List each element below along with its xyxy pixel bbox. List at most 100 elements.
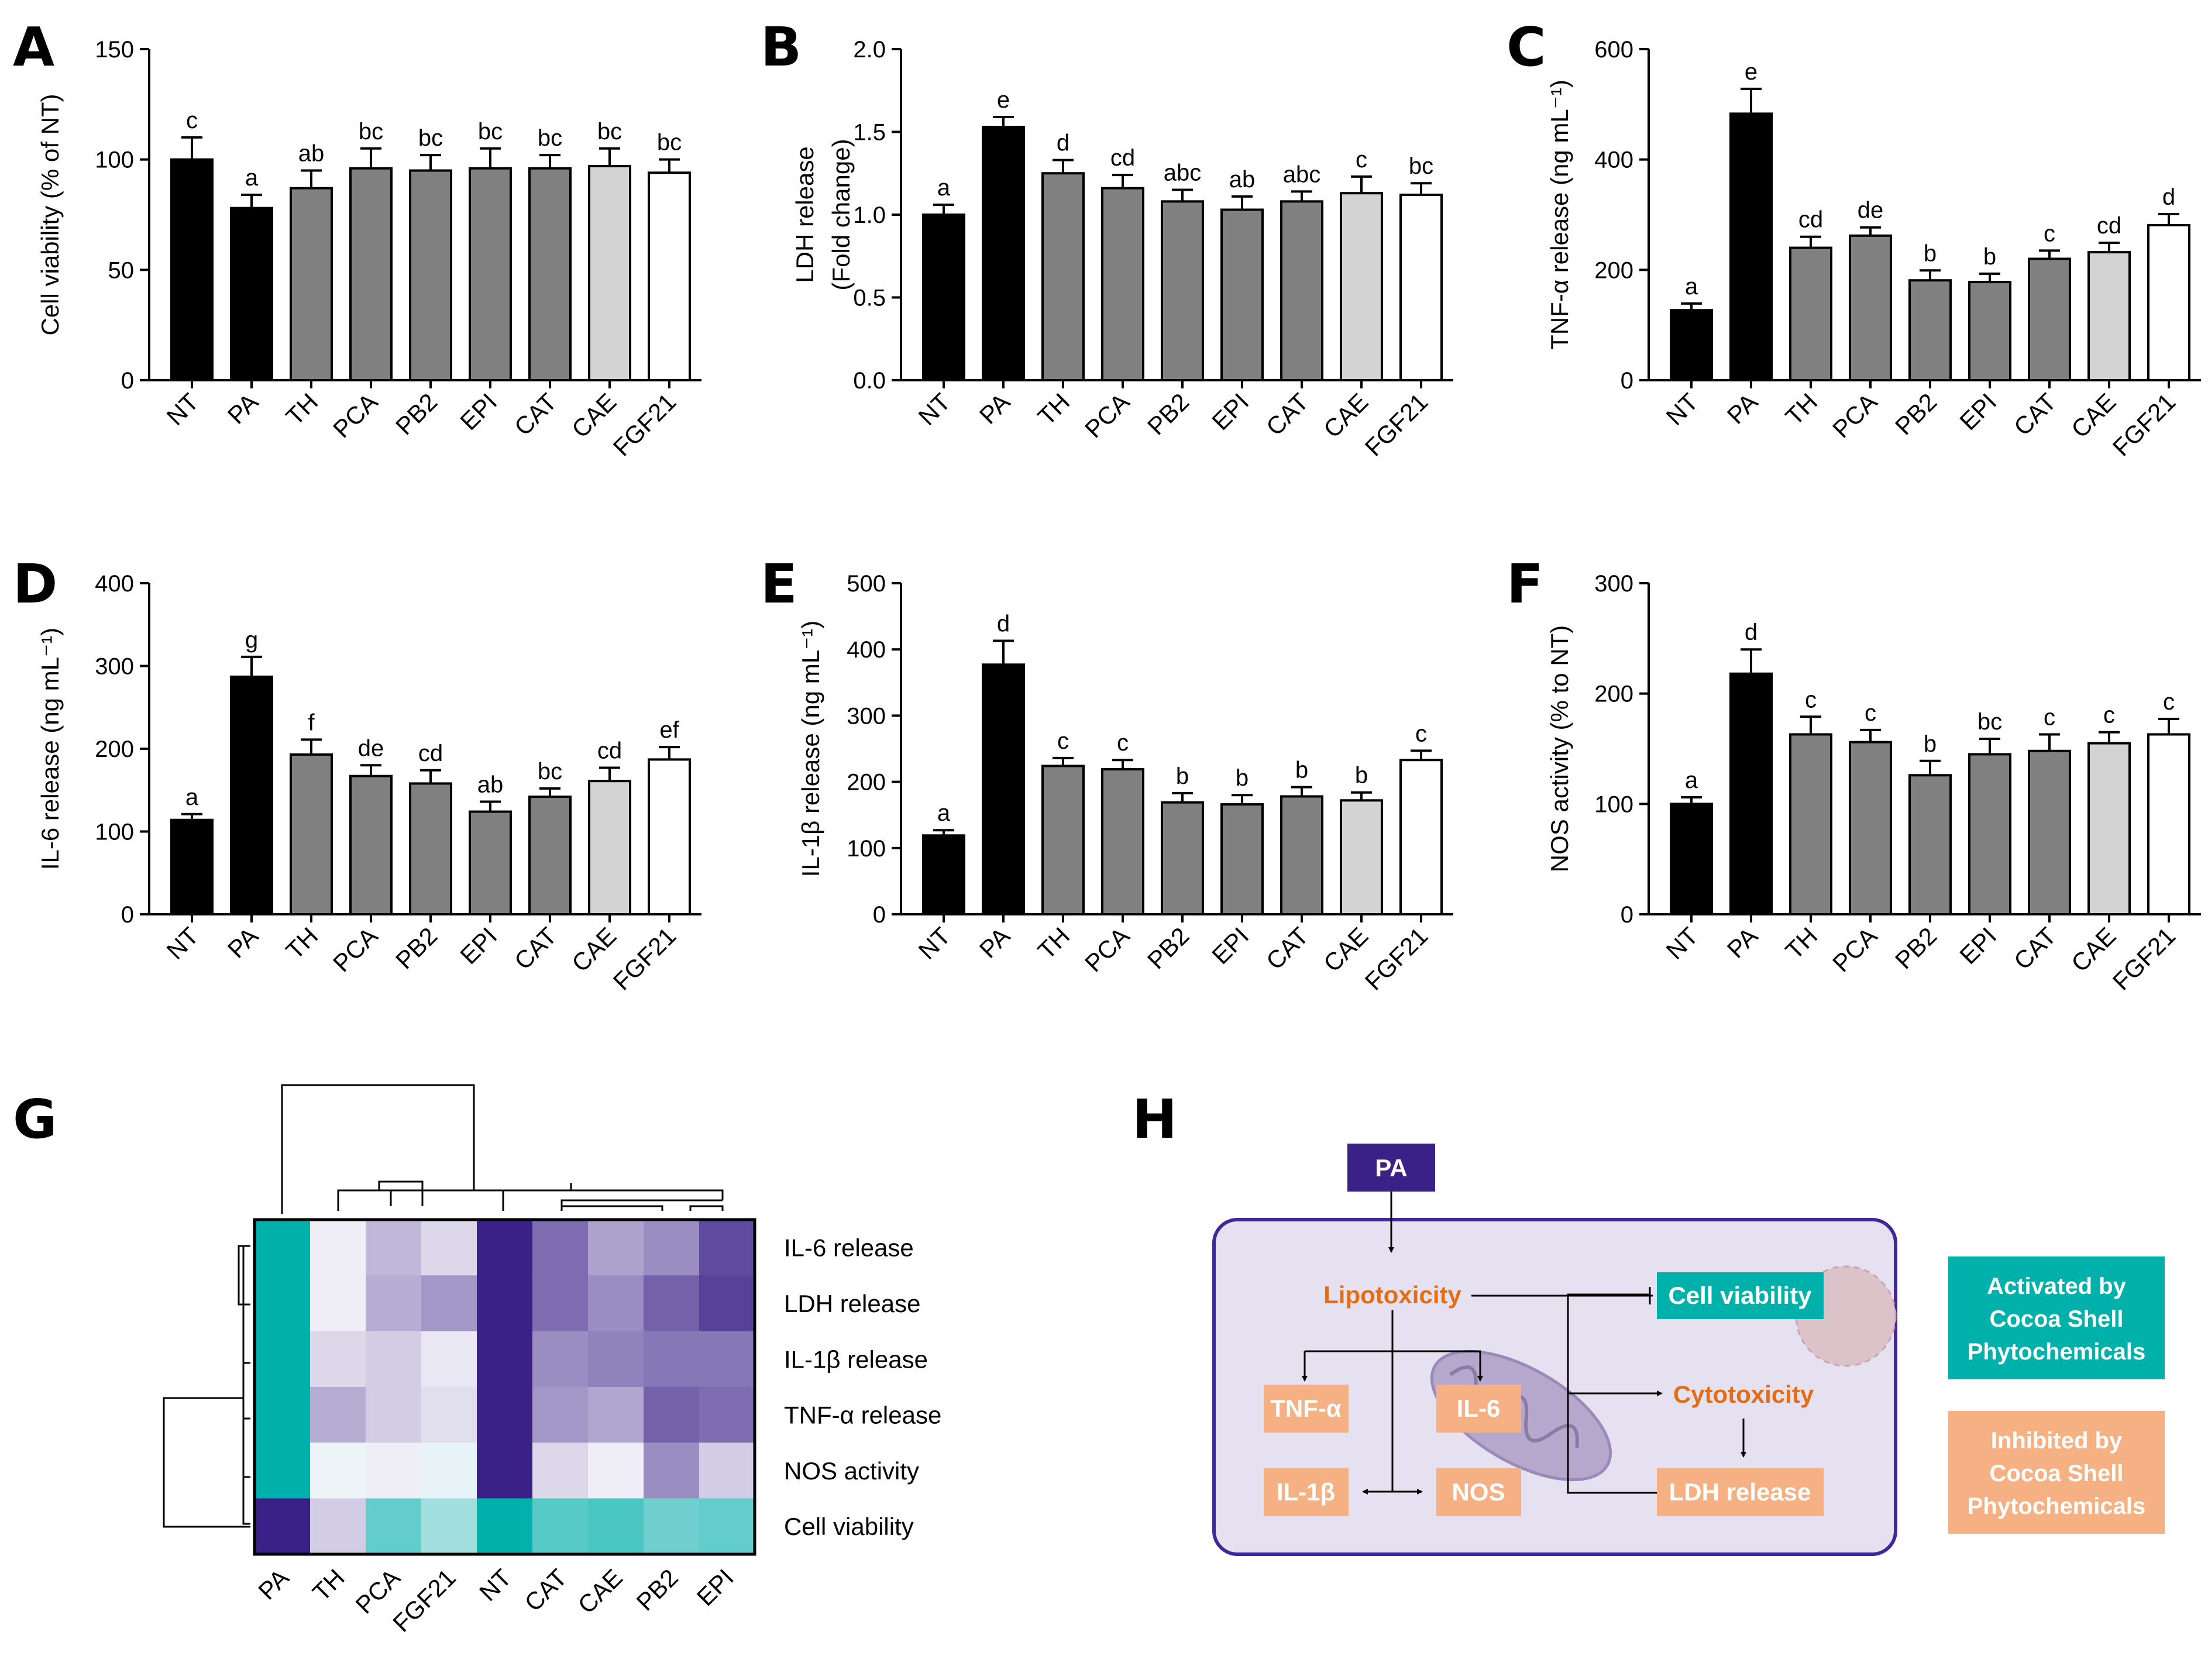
heatmap-row-label: Cell viability xyxy=(784,1513,914,1540)
heatmap-cell xyxy=(421,1386,477,1443)
y-tick-label: 200 xyxy=(1594,257,1633,283)
significance-letter: bc xyxy=(538,759,562,784)
heatmap-cell xyxy=(699,1386,755,1443)
heatmap-cell xyxy=(421,1443,477,1499)
column-dendrogram xyxy=(281,1084,724,1214)
x-tick-label: FGF21 xyxy=(2107,922,2181,996)
significance-letter: de xyxy=(358,735,384,761)
heatmap-cell xyxy=(588,1498,644,1555)
significance-letter: b xyxy=(1295,758,1308,783)
x-tick-label: EPI xyxy=(455,388,502,435)
il1b-box xyxy=(1264,1468,1349,1516)
bar-fgf21 xyxy=(648,171,691,381)
panel-letter-e: E xyxy=(761,553,797,615)
significance-letter: f xyxy=(308,710,315,735)
chart-c-tnf-release: 0 200 400 600 TNF-α release (ng mL⁻¹) a NT e PA c… xyxy=(1546,37,2201,462)
x-tick-label: CAE xyxy=(566,922,621,977)
y-tick-label: 100 xyxy=(1594,791,1633,817)
heatmap-cell xyxy=(532,1331,589,1388)
legend-inhibited-line1: Inhibited by xyxy=(1991,1428,2123,1454)
significance-letter: c xyxy=(1356,147,1367,173)
significance-letter: c xyxy=(2163,689,2175,715)
heatmap-cell xyxy=(366,1220,422,1276)
significance-letter: abc xyxy=(1164,160,1202,186)
lipotoxicity-label: Lipotoxicity xyxy=(1323,1281,1461,1309)
significance-letter: ef xyxy=(659,717,679,743)
significance-letter: bc xyxy=(538,125,562,151)
heatmap-cell xyxy=(254,1275,311,1332)
significance-letter: cd xyxy=(597,738,622,764)
significance-letter: b xyxy=(1924,731,1937,757)
panel-letter-b: B xyxy=(761,16,802,78)
heatmap-cell xyxy=(254,1386,311,1443)
y-axis-title: NOS activity (% to NT) xyxy=(1546,625,1573,872)
bar-epi xyxy=(1968,753,2011,916)
significance-letter: cd xyxy=(1110,145,1135,171)
x-tick-label: EPI xyxy=(1206,922,1254,969)
x-tick-label: TH xyxy=(1780,922,1823,965)
bar-cae xyxy=(588,780,631,916)
significance-letter: g xyxy=(245,627,258,653)
x-tick-label: CAT xyxy=(509,922,562,975)
significance-letter: d xyxy=(2162,184,2175,210)
chart-a-cell-viability: 0 50 100 150 Cell viability (% of NT) c NT a PA a… xyxy=(36,37,701,462)
heatmap-cell xyxy=(421,1498,477,1555)
heatmap-cell xyxy=(477,1331,533,1388)
pa-label: PA xyxy=(1375,1154,1407,1182)
x-tick-label: TH xyxy=(1033,388,1075,431)
bar-epi xyxy=(469,167,512,381)
x-tick-label: EPI xyxy=(455,922,502,969)
significance-letter: c xyxy=(1865,700,1876,726)
x-tick-label: CAE xyxy=(2066,922,2121,977)
significance-letter: bc xyxy=(1977,709,2002,735)
significance-letter: cd xyxy=(418,741,443,766)
heatmap-cell xyxy=(699,1443,755,1499)
y-tick-label: 0.5 xyxy=(853,285,886,311)
heatmap-cell xyxy=(532,1498,589,1555)
panel-letter-g: G xyxy=(13,1088,57,1151)
y-tick-label: 100 xyxy=(847,836,886,862)
significance-letter: c xyxy=(1805,687,1817,712)
bar-pca xyxy=(1101,187,1144,381)
bar-cae xyxy=(1340,192,1383,381)
heatmap-cell xyxy=(477,1275,533,1332)
chart-d-il6-release: 0 100 200 300 400 IL-6 release (ng mL⁻¹) a NT g P… xyxy=(36,571,701,996)
heatmap-col-label: CAE xyxy=(573,1564,628,1619)
x-tick-label: NT xyxy=(913,388,956,431)
chart-f-nos-activity: 0 100 200 300 NOS activity (% to NT) a NT d PA c T… xyxy=(1546,571,2201,996)
heatmap-cell xyxy=(644,1386,700,1443)
heatmap-cell xyxy=(644,1275,700,1332)
chart-b-ldh-release: 0.0 0.5 1.0 1.5 2.0 LDH release (Fold change) a… xyxy=(791,37,1453,462)
significance-letter: b xyxy=(1983,244,1996,270)
y-tick-label: 200 xyxy=(95,736,134,762)
bar-pca xyxy=(1849,234,1892,382)
heatmap-cell xyxy=(588,1331,644,1388)
significance-letter: a xyxy=(1685,274,1698,299)
x-tick-label: CAT xyxy=(2008,388,2061,440)
x-tick-label: FGF21 xyxy=(1360,922,1433,996)
cell-viability-box xyxy=(1657,1272,1824,1319)
bar-nt xyxy=(1670,803,1713,916)
heatmap-col-label: TH xyxy=(307,1564,350,1606)
y-axis-title-line2: (Fold change) xyxy=(827,139,855,290)
tnf-box xyxy=(1264,1385,1349,1433)
bar-pa xyxy=(982,663,1025,915)
heatmap-cell xyxy=(477,1498,533,1555)
nos-box xyxy=(1436,1468,1521,1516)
heatmap-cell xyxy=(532,1275,589,1332)
heatmap-cell xyxy=(644,1220,700,1276)
bar-th xyxy=(1041,172,1085,381)
y-tick-label: 2.0 xyxy=(853,37,886,63)
x-tick-label: TH xyxy=(1033,922,1075,965)
ldh-label: LDH release xyxy=(1669,1478,1811,1506)
significance-letter: b xyxy=(1355,763,1368,789)
x-tick-label: CAE xyxy=(566,388,621,443)
x-tick-label: PB2 xyxy=(1142,388,1194,440)
bar-th xyxy=(1789,733,1832,916)
significance-letter: a xyxy=(1685,767,1698,793)
y-tick-label: 100 xyxy=(95,147,134,173)
il1b-label: IL-1β xyxy=(1277,1478,1335,1506)
y-axis-title: IL-1β release (ng mL⁻¹) xyxy=(797,621,824,877)
